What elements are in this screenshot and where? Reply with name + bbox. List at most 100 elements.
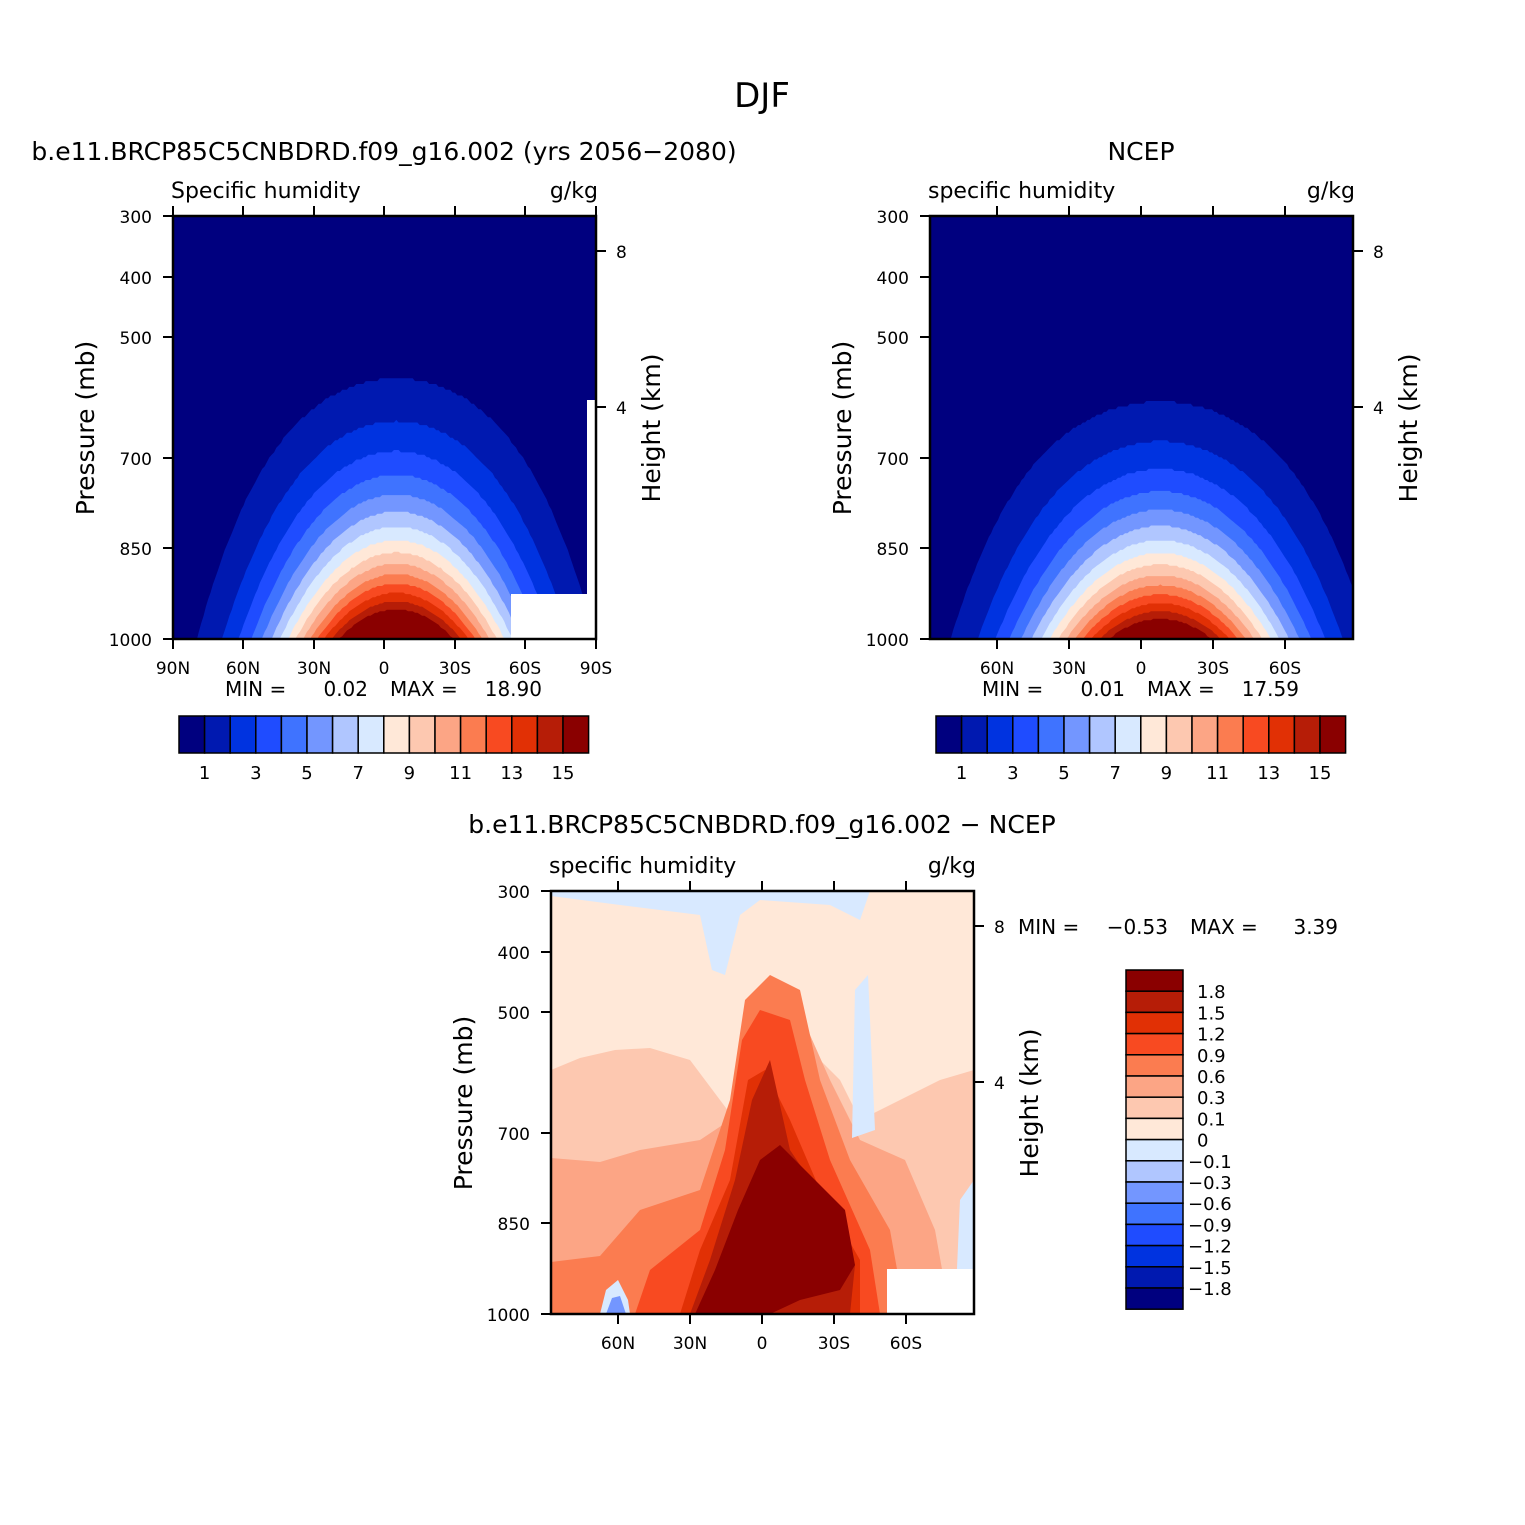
colorbar-swatch bbox=[1191, 715, 1219, 754]
colorbar-label: 0 bbox=[1197, 1131, 1208, 1152]
min-label: MIN = bbox=[225, 677, 286, 701]
y-tick-label: 1000 bbox=[109, 631, 152, 651]
x-tick-label: 60S bbox=[509, 659, 541, 679]
y-tick-label: 700 bbox=[120, 450, 152, 470]
colorbar-swatch bbox=[1125, 1117, 1184, 1141]
x-ticks-bottom bbox=[172, 639, 597, 649]
max-value: 17.59 bbox=[1242, 677, 1299, 701]
colorbar-swatch bbox=[1125, 1054, 1184, 1077]
colorbar-swatch bbox=[383, 715, 411, 754]
y-tick-label: 850 bbox=[120, 540, 152, 560]
panel-title: b.e11.BRCP85C5CNBDRD.f09_g16.002 − NCEP bbox=[468, 810, 1055, 839]
contour-region bbox=[606, 1296, 626, 1314]
colorbar-swatch bbox=[1125, 1287, 1184, 1310]
max-label: MAX = bbox=[1147, 677, 1215, 701]
y-ticks bbox=[163, 215, 173, 640]
x-tick-label: 30N bbox=[673, 1334, 707, 1354]
contour-region bbox=[551, 891, 870, 975]
y-tick-label: 700 bbox=[498, 1125, 530, 1145]
colorbar-swatch bbox=[1125, 1011, 1184, 1035]
colorbar-label: 7 bbox=[1109, 763, 1120, 784]
colorbar-label: −1.2 bbox=[1188, 1237, 1232, 1258]
colorbar-label: −0.3 bbox=[1188, 1173, 1232, 1194]
y-ticks bbox=[541, 890, 551, 1315]
colorbar-label: 3 bbox=[250, 763, 261, 784]
min-label: MIN = bbox=[1018, 915, 1079, 939]
min-value: 0.01 bbox=[1080, 677, 1125, 701]
colorbar-label: 0.6 bbox=[1197, 1067, 1226, 1088]
colorbar-label: 0.9 bbox=[1197, 1046, 1226, 1067]
colorbar-swatch bbox=[1125, 1138, 1184, 1162]
colorbar-label: 13 bbox=[500, 763, 523, 784]
y-tick-label: 400 bbox=[877, 269, 909, 289]
y-axis-title: Pressure (mb) bbox=[71, 341, 100, 515]
variable-label: Specific humidity bbox=[171, 179, 361, 204]
colorbar-swatch bbox=[1242, 715, 1270, 754]
colorbar-swatch bbox=[1125, 1202, 1184, 1226]
colorbar-swatch bbox=[178, 715, 206, 754]
figure-title: DJF bbox=[734, 76, 790, 116]
colorbar-label: −0.1 bbox=[1188, 1152, 1232, 1173]
x-ticks-top bbox=[172, 206, 597, 216]
colorbar-vertical: 1.81.51.20.90.60.30.10−0.1−0.3−0.6−0.9−1… bbox=[1125, 969, 1232, 1310]
x-tick-label: 30N bbox=[1052, 659, 1086, 679]
y-ticks bbox=[920, 215, 930, 640]
colorbar-label: −0.9 bbox=[1188, 1215, 1232, 1236]
x-tick-label: 60N bbox=[980, 659, 1014, 679]
colorbar-swatch bbox=[255, 715, 283, 754]
colorbar-swatch bbox=[960, 715, 988, 754]
colorbar-label: 5 bbox=[301, 763, 312, 784]
x-tick-label: 30S bbox=[818, 1334, 850, 1354]
colorbar-label: 9 bbox=[1161, 763, 1172, 784]
y-tick-label: 1000 bbox=[866, 631, 909, 651]
y-right-axis: 8 4 bbox=[974, 918, 1005, 1094]
x-ticks-bottom bbox=[617, 1314, 907, 1324]
colorbar-swatch bbox=[485, 715, 513, 754]
colorbar-label: 1.5 bbox=[1197, 1003, 1226, 1024]
y-right-axis-title: Height (km) bbox=[1015, 1029, 1044, 1178]
contour-region bbox=[695, 1145, 855, 1314]
colorbar-swatch bbox=[536, 715, 564, 754]
contour-field bbox=[173, 216, 596, 639]
colorbar-swatch bbox=[1088, 715, 1116, 754]
missing-data bbox=[511, 594, 596, 639]
min-value: 0.02 bbox=[323, 677, 368, 701]
x-ticks-top bbox=[996, 206, 1286, 216]
y-right-axis-title: Height (km) bbox=[637, 354, 666, 503]
colorbar-swatch bbox=[511, 715, 539, 754]
colorbar-label: −1.8 bbox=[1188, 1279, 1232, 1300]
colorbar-swatch bbox=[434, 715, 462, 754]
missing-data-strip bbox=[587, 400, 596, 594]
colorbar-label: 1.2 bbox=[1197, 1025, 1226, 1046]
x-tick-label: 90S bbox=[580, 659, 612, 679]
colorbar-swatch bbox=[1216, 715, 1244, 754]
colorbar-swatch bbox=[1037, 715, 1065, 754]
colorbar-label: 15 bbox=[552, 763, 575, 784]
colorbar-swatch bbox=[459, 715, 487, 754]
colorbar-label: 3 bbox=[1007, 763, 1018, 784]
height-tick-label: 4 bbox=[616, 399, 627, 419]
colorbar-swatch bbox=[1063, 715, 1091, 754]
colorbar-swatch bbox=[1165, 715, 1193, 754]
x-tick-label: 0 bbox=[379, 659, 390, 679]
colorbar-label: 13 bbox=[1257, 763, 1280, 784]
colorbar-swatch bbox=[1268, 715, 1296, 754]
colorbar-swatch bbox=[1125, 1244, 1184, 1268]
min-value: −0.53 bbox=[1107, 915, 1168, 939]
max-value: 18.90 bbox=[485, 677, 542, 701]
colorbar-label: 0.3 bbox=[1197, 1088, 1226, 1109]
x-axis: 90N 60N 30N 0 30S 60S 90S bbox=[156, 206, 612, 679]
contour-level bbox=[1108, 618, 1212, 639]
colorbar-swatch bbox=[306, 715, 334, 754]
colorbar-label: 0.1 bbox=[1197, 1109, 1226, 1130]
colorbar-swatch bbox=[203, 715, 231, 754]
y-tick-label: 700 bbox=[877, 450, 909, 470]
y-right-axis-title: Height (km) bbox=[1394, 354, 1423, 503]
colorbar-swatch bbox=[1125, 1266, 1184, 1289]
y-tick-label: 500 bbox=[120, 329, 152, 349]
min-max-readout: MIN = 0.01 MAX = 17.59 bbox=[982, 677, 1299, 701]
colorbar-swatch bbox=[1319, 715, 1347, 754]
colorbar-swatch bbox=[986, 715, 1014, 754]
colorbar-label: −0.6 bbox=[1188, 1194, 1232, 1215]
height-tick-label: 4 bbox=[994, 1074, 1005, 1094]
